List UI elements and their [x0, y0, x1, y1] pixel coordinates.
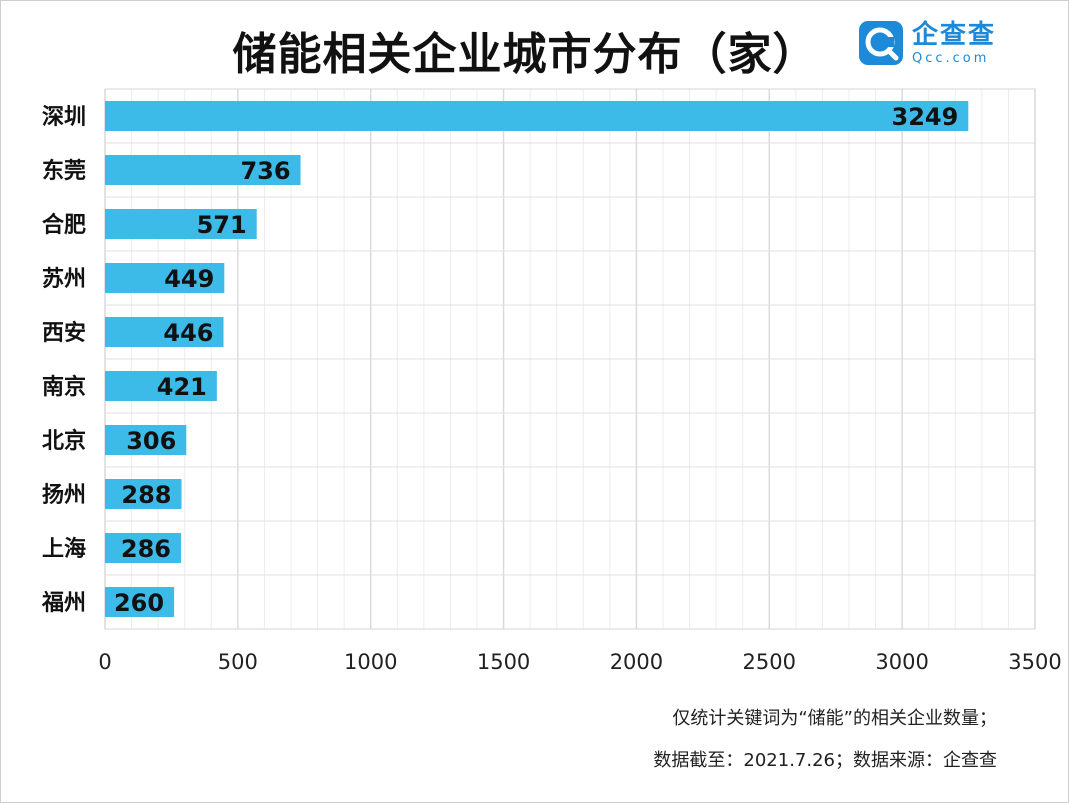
data-label: 449 — [164, 265, 214, 293]
data-label: 260 — [114, 589, 164, 617]
x-tick-label: 2500 — [743, 650, 796, 674]
footnote-source: 数据截至：2021.7.26；数据来源：企查查 — [653, 750, 997, 771]
bar — [105, 209, 257, 239]
bar — [105, 533, 181, 563]
logo: 企查查 Qcc.com — [858, 20, 996, 66]
footnote-scope: 仅统计关键词为“储能”的相关企业数量； — [672, 708, 997, 729]
labels-layer: 0 500 1000 1500 2000 2500 3000 3500 深圳 3249 东莞 736 合… — [41, 103, 1062, 674]
logo-name: 企查查 — [912, 19, 997, 50]
category-label: 扬州 — [42, 483, 86, 508]
x-tick-label: 2000 — [610, 650, 663, 674]
x-tick-label: 0 — [98, 650, 111, 674]
bar — [105, 425, 187, 455]
x-tick-label: 1000 — [344, 650, 397, 674]
category-label: 合肥 — [42, 212, 86, 238]
qcc-logo-icon — [859, 21, 903, 65]
grid-layer — [104, 88, 1036, 630]
bars-layer — [105, 101, 969, 617]
bar — [105, 317, 224, 347]
bar — [105, 371, 217, 401]
category-label: 福州 — [41, 591, 86, 616]
data-label: 421 — [157, 373, 207, 401]
logo-domain: Qcc.com — [912, 50, 990, 66]
data-label: 286 — [121, 535, 171, 563]
x-tick-label: 500 — [218, 650, 258, 674]
bar — [105, 479, 182, 509]
plot-border — [104, 88, 1036, 630]
bar — [105, 263, 225, 293]
category-label: 东莞 — [42, 158, 86, 184]
category-label: 深圳 — [42, 105, 86, 130]
category-label: 北京 — [42, 428, 86, 454]
data-label: 446 — [163, 319, 213, 347]
bar — [105, 101, 969, 131]
data-label: 306 — [126, 427, 176, 455]
data-label: 736 — [240, 157, 290, 185]
x-tick-label: 3500 — [1008, 650, 1061, 674]
category-label: 南京 — [42, 374, 86, 400]
data-label: 3249 — [892, 103, 959, 131]
x-tick-label: 1500 — [477, 650, 530, 674]
bar — [105, 587, 175, 617]
category-label: 西安 — [42, 320, 86, 346]
bar — [105, 155, 301, 185]
data-label: 288 — [121, 481, 171, 509]
x-tick-label: 3000 — [875, 650, 928, 674]
category-label: 苏州 — [42, 266, 86, 292]
category-label: 上海 — [42, 536, 86, 562]
data-label: 571 — [197, 211, 247, 239]
chart-title: 储能相关企业城市分布（家） — [232, 29, 818, 80]
